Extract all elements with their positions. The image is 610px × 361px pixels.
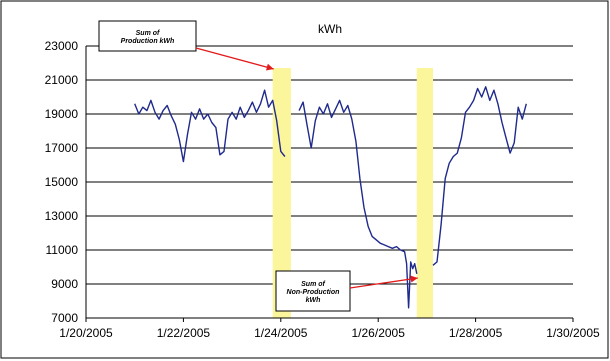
x-tick-label: 1/28/2005 xyxy=(449,326,503,340)
y-tick-label: 21000 xyxy=(45,73,79,87)
y-tick-labels: 23000 21000 19000 17000 15000 13000 11000 9000 7… xyxy=(45,39,79,325)
series-line xyxy=(298,99,418,309)
y-tick-label: 15000 xyxy=(45,175,79,189)
highlight-bands xyxy=(272,68,433,318)
y-tick-label: 19000 xyxy=(45,107,79,121)
arrow-head-icon xyxy=(266,63,274,71)
series-layer xyxy=(134,86,527,309)
series-line xyxy=(432,86,527,266)
x-tick-label: 1/24/2005 xyxy=(254,326,308,340)
highlight-band xyxy=(416,68,433,318)
x-tick-labels: 1/20/2005 1/22/2005 1/24/2005 1/26/2005 1/28… xyxy=(59,318,600,340)
callout-label: Non-Production xyxy=(287,289,340,296)
x-tick-label: 1/26/2005 xyxy=(352,326,406,340)
axes xyxy=(85,46,573,319)
callout-label: kWh xyxy=(306,297,321,304)
chart-title: kWh xyxy=(318,22,342,36)
callout-arrow xyxy=(195,47,274,70)
y-tick-label: 9000 xyxy=(51,277,78,291)
callout-label: Production kWh xyxy=(121,38,175,45)
highlight-band xyxy=(272,68,291,318)
y-tick-label: 13000 xyxy=(45,209,79,223)
callout-box xyxy=(98,20,197,52)
x-tick-label: 1/30/2005 xyxy=(546,326,600,340)
series-line xyxy=(134,89,286,163)
y-tick-label: 7000 xyxy=(51,311,78,325)
arrow-head-icon xyxy=(410,275,418,283)
callout-arrow xyxy=(349,277,418,289)
y-tick-label: 11000 xyxy=(46,243,79,257)
x-tick-label: 1/22/2005 xyxy=(157,326,211,340)
x-tick-label: 1/20/2005 xyxy=(59,326,113,340)
y-tick-label: 17000 xyxy=(45,141,79,155)
callout-box xyxy=(275,270,351,312)
callout-label: Sum of xyxy=(136,30,160,37)
y-tick-label: 23000 xyxy=(45,39,79,53)
callout-label: Sum of xyxy=(301,281,325,288)
